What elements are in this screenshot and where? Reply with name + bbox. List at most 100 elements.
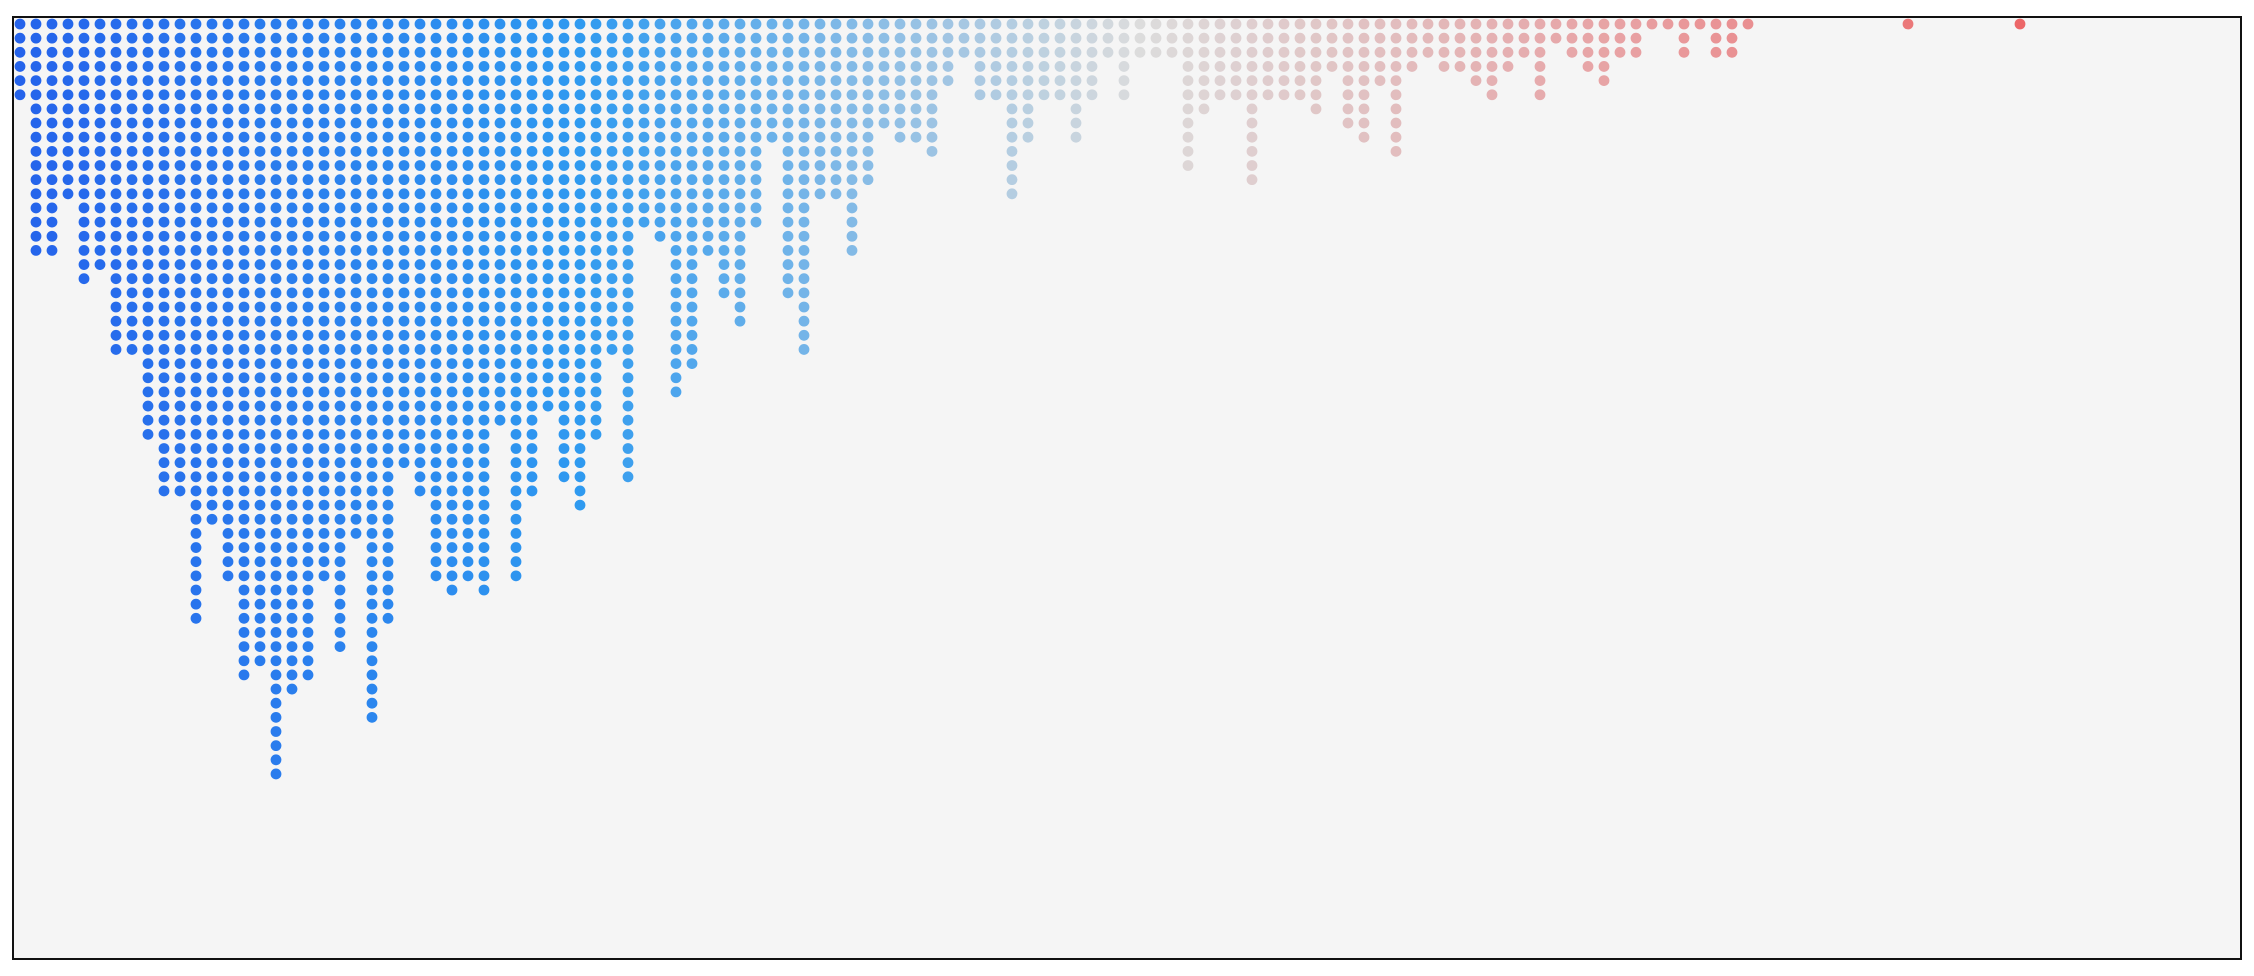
dot (526, 131, 538, 143)
dot (174, 329, 186, 341)
dot (494, 61, 506, 72)
dot (766, 75, 778, 86)
dot (238, 528, 250, 539)
dot (254, 471, 266, 483)
dot (462, 471, 474, 483)
dot (526, 174, 538, 186)
dot (206, 414, 218, 426)
dot (798, 202, 810, 214)
dot (718, 273, 730, 285)
dot (430, 400, 442, 412)
dot (398, 273, 410, 285)
dot (654, 18, 666, 30)
dot (494, 372, 506, 384)
dot (238, 89, 250, 101)
dot (654, 46, 666, 58)
dot (126, 131, 138, 143)
dot (94, 75, 106, 86)
dot (174, 428, 186, 440)
dot (238, 443, 250, 454)
dot (574, 358, 586, 369)
dot (286, 414, 298, 426)
dot (1326, 32, 1338, 44)
dot (558, 145, 570, 157)
dot (94, 32, 106, 44)
dot (286, 32, 298, 44)
dot (366, 216, 378, 228)
dot (110, 245, 122, 256)
dot (494, 131, 506, 143)
dot (270, 768, 282, 780)
dot (190, 202, 202, 214)
dot (654, 160, 666, 171)
dot (222, 202, 234, 214)
dot (366, 344, 378, 355)
dot (1006, 160, 1018, 171)
dot (654, 202, 666, 214)
dot (1038, 89, 1050, 101)
dot (574, 32, 586, 44)
dot (526, 400, 538, 412)
dot (654, 32, 666, 44)
dot (574, 131, 586, 143)
dot (94, 18, 106, 30)
dot (718, 259, 730, 270)
dot (334, 358, 346, 369)
dot (718, 245, 730, 256)
dot (814, 145, 826, 157)
dot (638, 46, 650, 58)
dot (686, 273, 698, 285)
dot (78, 75, 90, 86)
dot (798, 315, 810, 327)
dot (670, 287, 682, 299)
dot (1006, 89, 1018, 101)
dot (318, 344, 330, 355)
dot (478, 202, 490, 214)
dot (350, 485, 362, 497)
dot (158, 103, 170, 115)
dot (750, 202, 762, 214)
dot (78, 103, 90, 115)
dot (318, 202, 330, 214)
dot (798, 32, 810, 44)
dot (302, 457, 314, 469)
dot (110, 301, 122, 313)
dot (622, 131, 634, 143)
dot (558, 301, 570, 313)
dot (782, 61, 794, 72)
dot (302, 443, 314, 454)
dot (1102, 46, 1114, 58)
dot (1006, 103, 1018, 115)
dot (302, 542, 314, 553)
dot (574, 245, 586, 256)
dot (1470, 75, 1482, 86)
dot (366, 598, 378, 610)
dot (350, 273, 362, 285)
dot (254, 103, 266, 115)
dot (542, 386, 554, 398)
dot (606, 202, 618, 214)
dot (526, 428, 538, 440)
dot (542, 131, 554, 143)
dot (142, 245, 154, 256)
dot (254, 75, 266, 86)
dot (478, 46, 490, 58)
dot (270, 301, 282, 313)
dot (302, 202, 314, 214)
dot (366, 499, 378, 511)
dot (334, 287, 346, 299)
dot (894, 117, 906, 129)
dot (766, 131, 778, 143)
dot (382, 103, 394, 115)
dot (1630, 32, 1642, 44)
dot (542, 18, 554, 30)
dot (462, 75, 474, 86)
dot (350, 329, 362, 341)
dot (670, 386, 682, 398)
dot (174, 344, 186, 355)
dot (78, 202, 90, 214)
dot (126, 46, 138, 58)
dot (670, 202, 682, 214)
dot (622, 428, 634, 440)
dot (558, 443, 570, 454)
